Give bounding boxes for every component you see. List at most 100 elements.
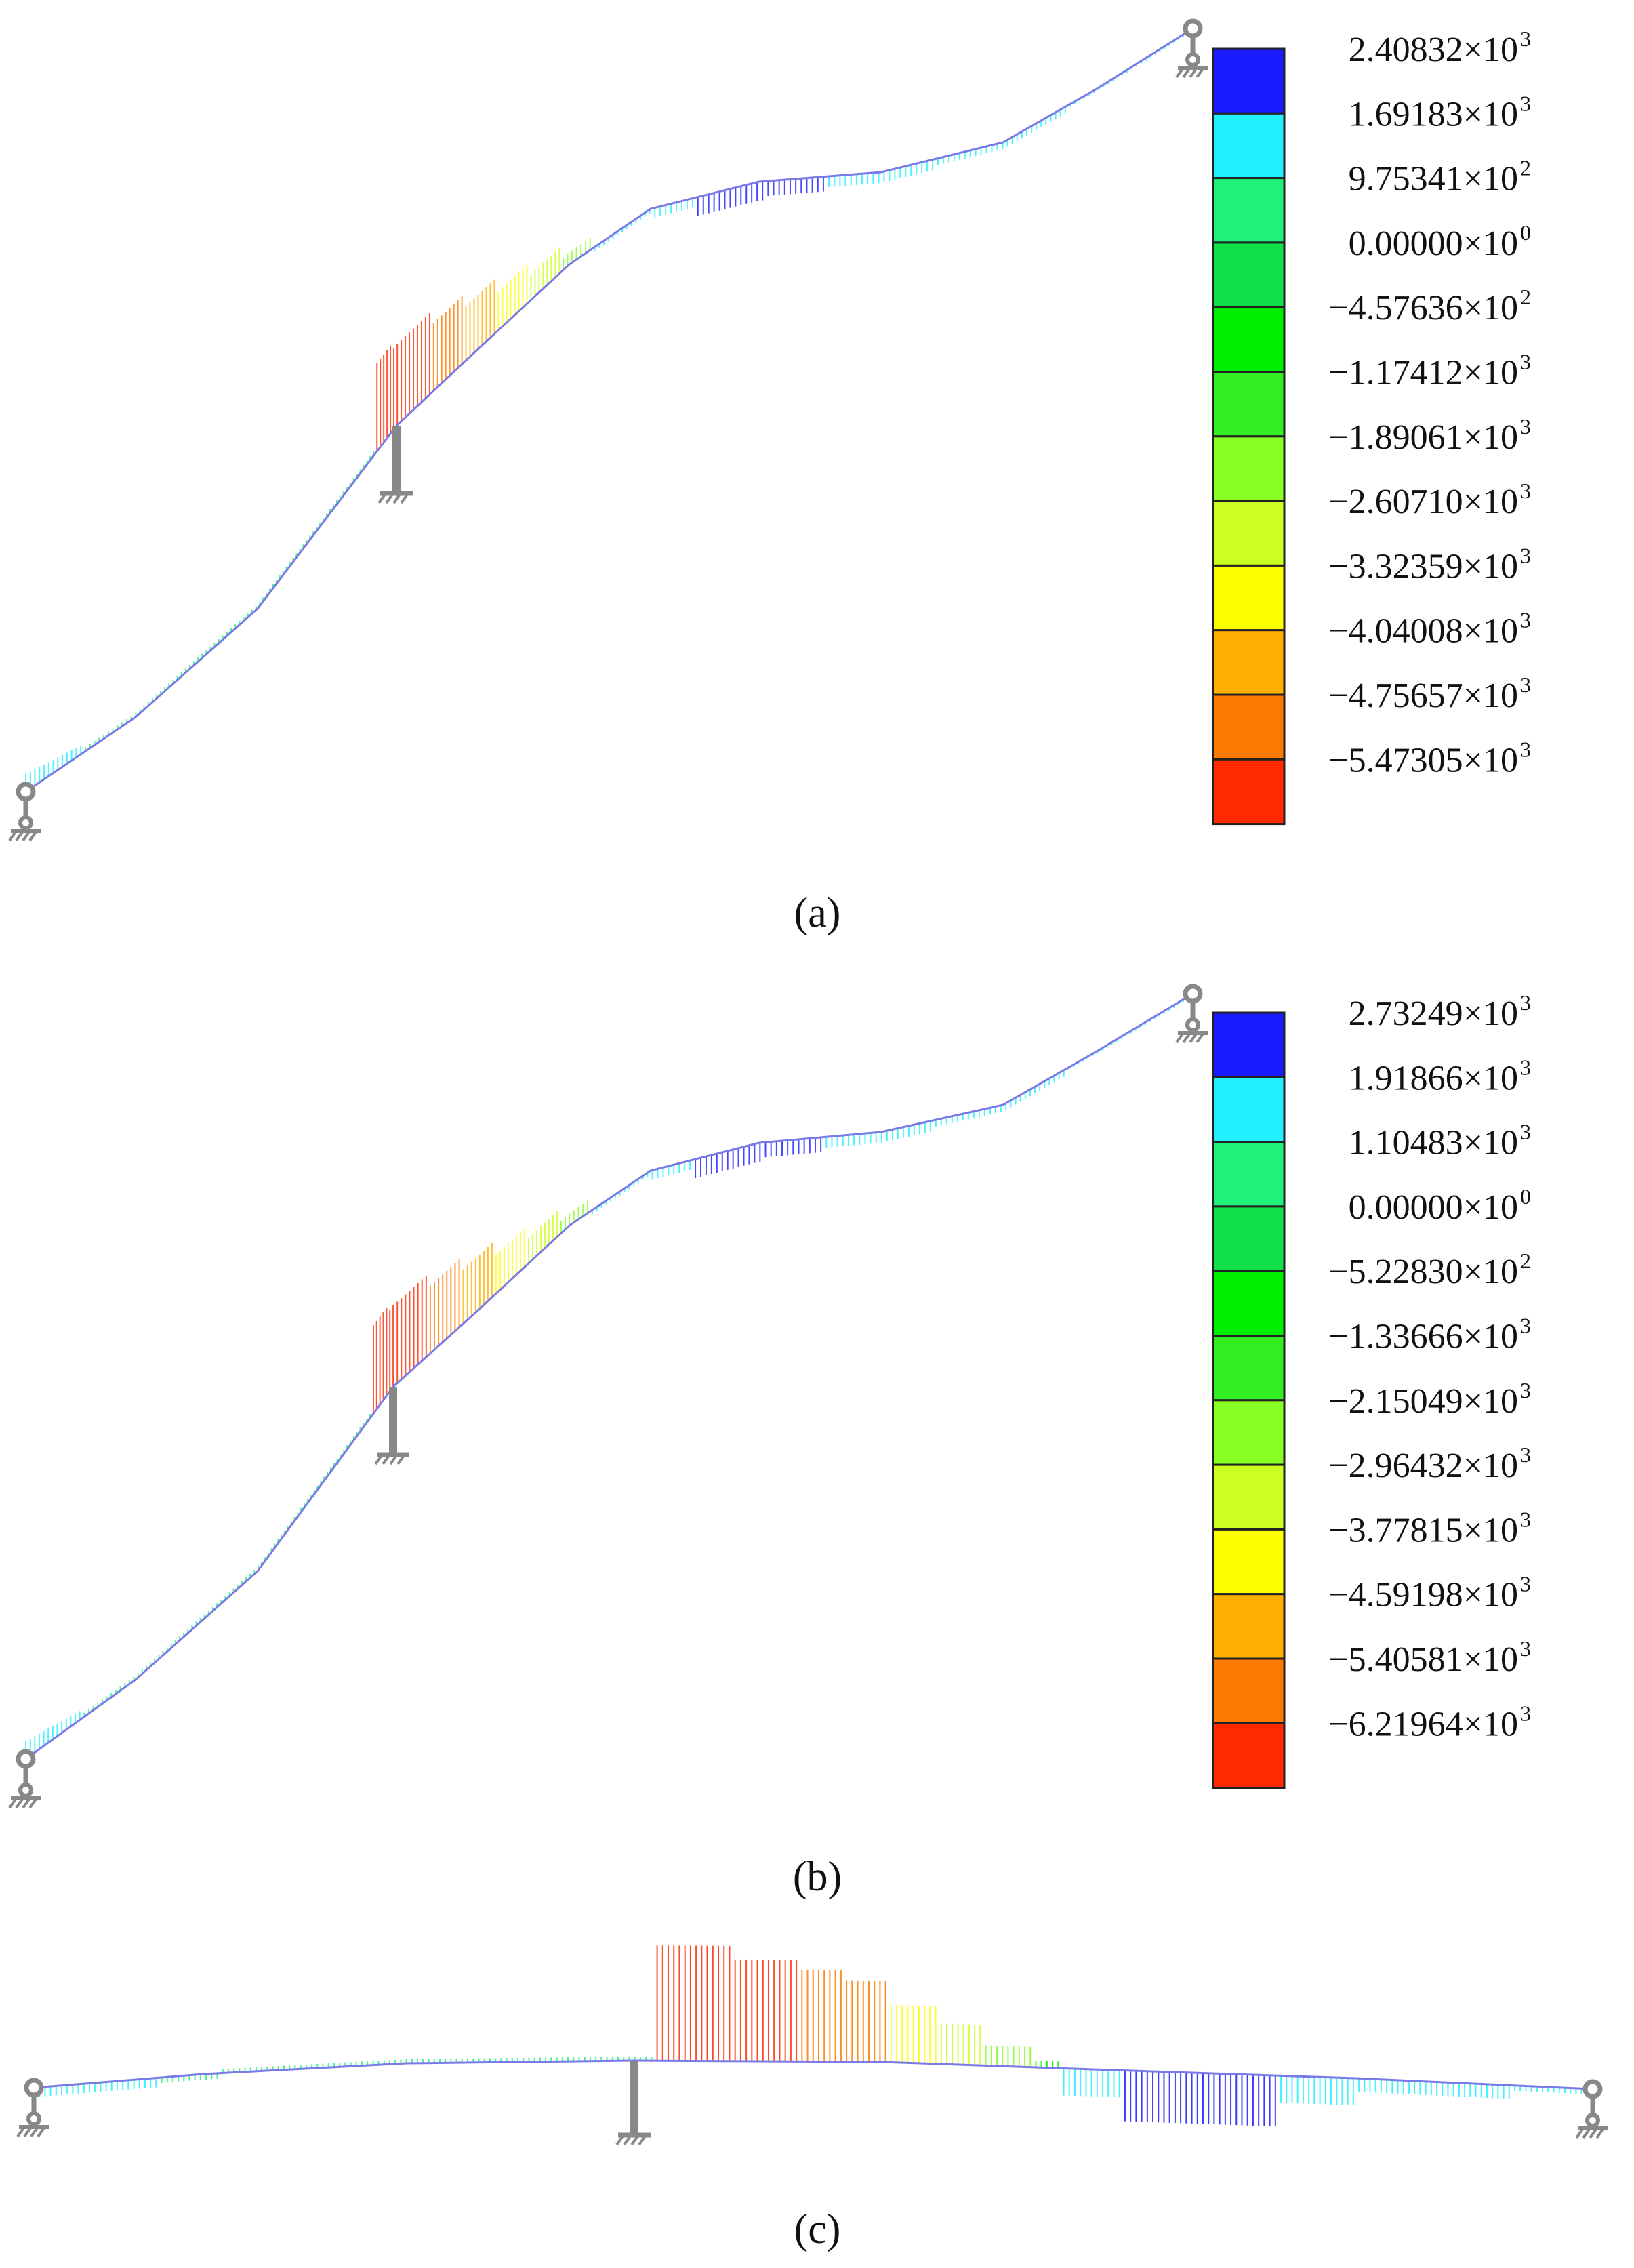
pin-support-icon bbox=[16, 782, 36, 802]
panel-a-diagram bbox=[8, 18, 1208, 842]
ground-hatch bbox=[30, 2126, 39, 2138]
legend-swatch bbox=[1212, 241, 1286, 308]
legend-exponent: 3 bbox=[1520, 479, 1531, 503]
legend-value: −5.47305×10 bbox=[1328, 741, 1518, 779]
legend-swatch bbox=[1212, 1528, 1286, 1596]
legend-value: −5.40581×10 bbox=[1328, 1640, 1518, 1679]
ground-hatch bbox=[1589, 2127, 1598, 2139]
panel-label-b: (b) bbox=[792, 1854, 842, 1900]
legend-exponent: 2 bbox=[1520, 1249, 1531, 1273]
legend-value: −5.22830×10 bbox=[1328, 1253, 1518, 1291]
legend-swatch bbox=[1212, 1205, 1286, 1272]
legend-value: −4.75657×10 bbox=[1328, 676, 1518, 715]
ground-hatch bbox=[28, 1797, 38, 1809]
ground-hatch bbox=[396, 1453, 406, 1465]
legend-exponent: 3 bbox=[1520, 1378, 1531, 1402]
legend-swatch bbox=[1212, 1141, 1286, 1208]
ground-hatch bbox=[374, 1453, 384, 1465]
legend-exponent: 3 bbox=[1520, 1701, 1531, 1725]
roller-icon bbox=[1585, 2113, 1600, 2128]
ground-hatch bbox=[15, 1797, 24, 1809]
legend-value: 1.91866×10 bbox=[1349, 1059, 1518, 1097]
legend-value: 2.73249×10 bbox=[1349, 994, 1518, 1033]
legend-exponent: 3 bbox=[1520, 1636, 1531, 1661]
legend-swatch bbox=[1212, 306, 1286, 373]
legend-exponent: 3 bbox=[1520, 608, 1531, 632]
legend-exponent: 3 bbox=[1520, 1314, 1531, 1338]
ground-hatch bbox=[37, 2126, 46, 2138]
legend-value: −4.57636×10 bbox=[1328, 289, 1518, 327]
ground-hatch bbox=[623, 2134, 632, 2146]
legend-exponent: 0 bbox=[1520, 220, 1531, 245]
ground-hatch bbox=[1595, 2127, 1605, 2139]
legend-value: 1.10483×10 bbox=[1349, 1124, 1518, 1162]
legend-swatch bbox=[1212, 1399, 1286, 1466]
ground-hatch bbox=[377, 492, 387, 504]
legend-swatch bbox=[1212, 758, 1286, 826]
deck-line bbox=[25, 992, 1193, 1760]
ground-hatch bbox=[1196, 1032, 1205, 1044]
legend-exponent: 3 bbox=[1520, 737, 1531, 761]
legend-swatch bbox=[1212, 1593, 1286, 1660]
legend-exponent: 3 bbox=[1520, 414, 1531, 439]
legend-exponent: 3 bbox=[1520, 543, 1531, 567]
legend-exponent: 3 bbox=[1520, 1572, 1531, 1596]
legend-swatch bbox=[1212, 1722, 1286, 1789]
panel-label-c: (c) bbox=[794, 2206, 841, 2252]
legend-swatch bbox=[1212, 629, 1286, 696]
legend-value: −4.04008×10 bbox=[1328, 612, 1518, 651]
legend-value: −2.96432×10 bbox=[1328, 1446, 1518, 1485]
ground-hatch bbox=[1175, 66, 1185, 79]
legend-exponent: 3 bbox=[1520, 26, 1531, 51]
panel-label-a: (a) bbox=[794, 890, 841, 936]
legend-value: −1.33666×10 bbox=[1328, 1318, 1518, 1356]
legend-exponent: 2 bbox=[1520, 285, 1531, 309]
ground-hatch bbox=[385, 492, 394, 504]
ground-hatch bbox=[1175, 1032, 1185, 1044]
ground-hatch bbox=[1189, 1032, 1198, 1044]
legend-swatch bbox=[1212, 693, 1286, 761]
roller-icon bbox=[18, 815, 33, 830]
panel-c-diagram bbox=[16, 1945, 1608, 2146]
legend-swatch bbox=[1212, 1335, 1286, 1402]
roller-icon bbox=[1185, 52, 1200, 67]
legend-swatch bbox=[1212, 1463, 1286, 1531]
ground-hatch bbox=[392, 492, 402, 504]
legend-exponent: 3 bbox=[1520, 1507, 1531, 1531]
ground-hatch bbox=[1182, 1032, 1191, 1044]
ground-hatch bbox=[1182, 66, 1191, 79]
pin-support-icon bbox=[1582, 2079, 1603, 2099]
legend-swatch bbox=[1212, 177, 1286, 244]
ground-hatch bbox=[16, 2126, 26, 2138]
ground-hatch bbox=[22, 1797, 31, 1809]
legend-value: −3.32359×10 bbox=[1328, 547, 1518, 586]
pin-support-icon bbox=[1183, 18, 1203, 39]
ground-hatch bbox=[389, 1453, 399, 1465]
ground-hatch bbox=[15, 830, 24, 842]
ground-hatch bbox=[638, 2134, 647, 2146]
ground-hatch bbox=[1582, 2127, 1591, 2139]
ground-hatch bbox=[28, 830, 38, 842]
legend-value: −3.77815×10 bbox=[1328, 1511, 1518, 1550]
ground-hatch bbox=[400, 492, 409, 504]
legend-value: 1.69183×10 bbox=[1349, 95, 1518, 134]
ground-hatch bbox=[615, 2134, 625, 2146]
ground-hatch bbox=[8, 830, 18, 842]
legend-value: 0.00000×10 bbox=[1349, 1188, 1518, 1227]
legend-exponent: 2 bbox=[1520, 156, 1531, 180]
legend-exponent: 0 bbox=[1520, 1184, 1531, 1209]
legend-swatch bbox=[1212, 112, 1286, 180]
legend-value: −2.60710×10 bbox=[1328, 483, 1518, 521]
legend-swatch bbox=[1212, 1657, 1286, 1724]
legend-swatch bbox=[1212, 435, 1286, 502]
ground-hatch bbox=[8, 1797, 18, 1809]
roller-icon bbox=[18, 1783, 33, 1798]
legend-exponent: 3 bbox=[1520, 1442, 1531, 1467]
roller-icon bbox=[1185, 1017, 1200, 1032]
legend-swatch bbox=[1212, 564, 1286, 632]
ground-hatch bbox=[22, 830, 31, 842]
pin-support-icon bbox=[24, 2078, 44, 2098]
legend-b: 2.73249×10 3 1.91866×10 3 1.10483×10 3 0.00000… bbox=[1212, 990, 1531, 1789]
legend-value: −6.21964×10 bbox=[1328, 1705, 1518, 1743]
legend-value: 9.75341×10 bbox=[1349, 160, 1518, 199]
